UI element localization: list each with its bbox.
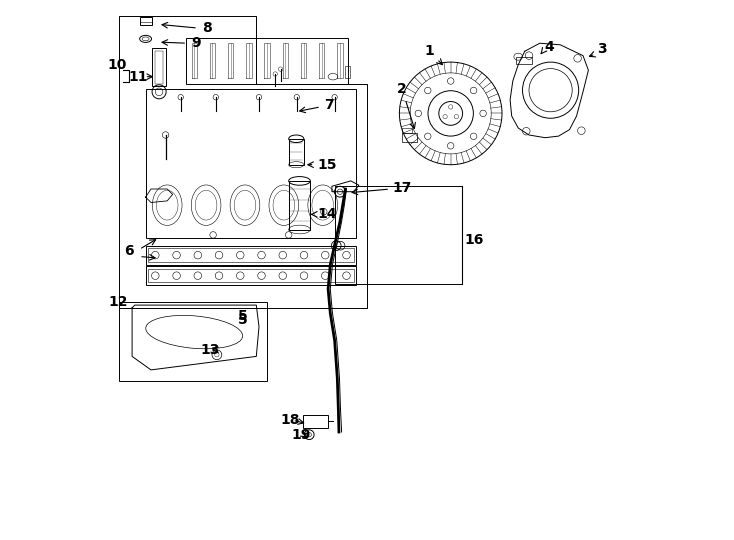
Bar <box>140 17 152 25</box>
Text: 13: 13 <box>200 343 220 357</box>
Bar <box>303 415 327 428</box>
Text: 5: 5 <box>238 309 247 323</box>
Text: 18: 18 <box>280 413 300 427</box>
Bar <box>288 139 304 165</box>
Text: 15: 15 <box>308 158 337 172</box>
Bar <box>145 89 356 238</box>
Text: 17: 17 <box>352 181 413 195</box>
Bar <box>288 181 310 230</box>
Text: 8: 8 <box>203 21 212 35</box>
Bar <box>155 51 164 84</box>
Bar <box>145 266 356 285</box>
Text: 16: 16 <box>464 233 484 247</box>
Text: 14: 14 <box>311 207 337 221</box>
Text: 19: 19 <box>291 428 310 442</box>
Bar <box>402 133 417 142</box>
Text: 2: 2 <box>397 82 415 129</box>
Bar <box>335 186 462 284</box>
Bar <box>145 246 356 265</box>
Bar <box>402 128 412 133</box>
Text: 7: 7 <box>299 98 333 113</box>
Bar <box>119 302 267 381</box>
Bar <box>186 38 348 84</box>
Bar <box>346 66 349 78</box>
Text: 10: 10 <box>108 58 127 72</box>
Text: 5: 5 <box>238 313 247 327</box>
Bar <box>152 48 166 86</box>
Bar <box>148 248 354 262</box>
Text: 3: 3 <box>597 42 607 56</box>
Bar <box>148 269 354 282</box>
Text: 1: 1 <box>424 44 443 65</box>
Text: 12: 12 <box>109 295 128 309</box>
Text: 4: 4 <box>545 40 554 54</box>
Text: 6: 6 <box>124 244 134 258</box>
Text: 11: 11 <box>128 70 148 84</box>
Text: 9: 9 <box>192 36 201 50</box>
Bar <box>515 57 531 64</box>
